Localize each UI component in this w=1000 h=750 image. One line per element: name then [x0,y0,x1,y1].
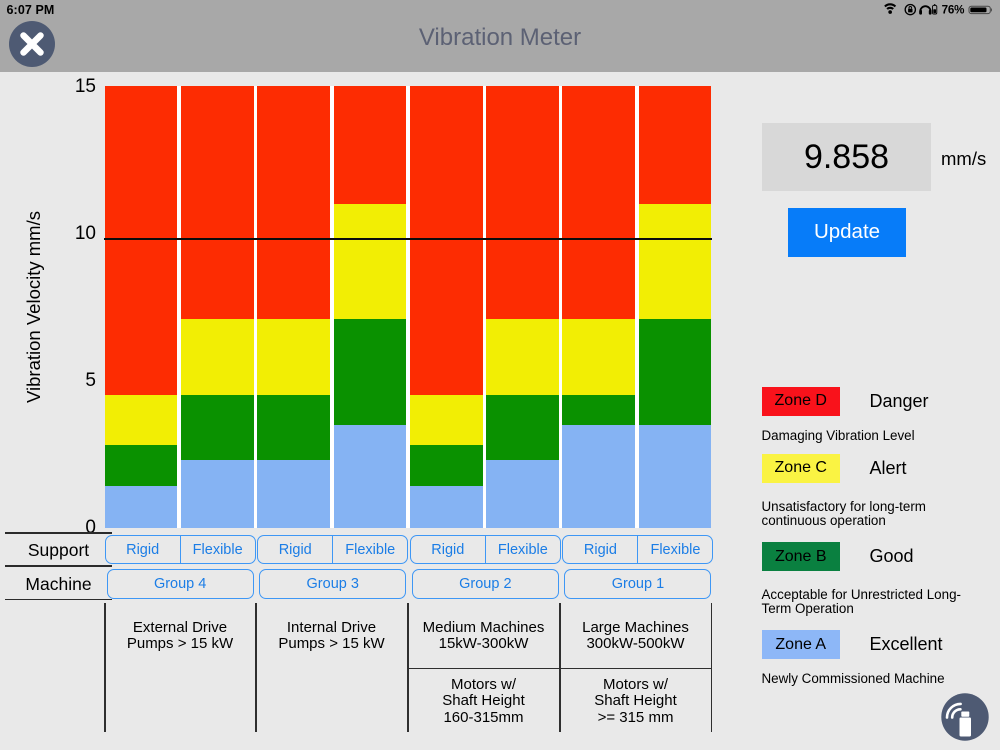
svg-text:76%: 76% [942,3,965,16]
